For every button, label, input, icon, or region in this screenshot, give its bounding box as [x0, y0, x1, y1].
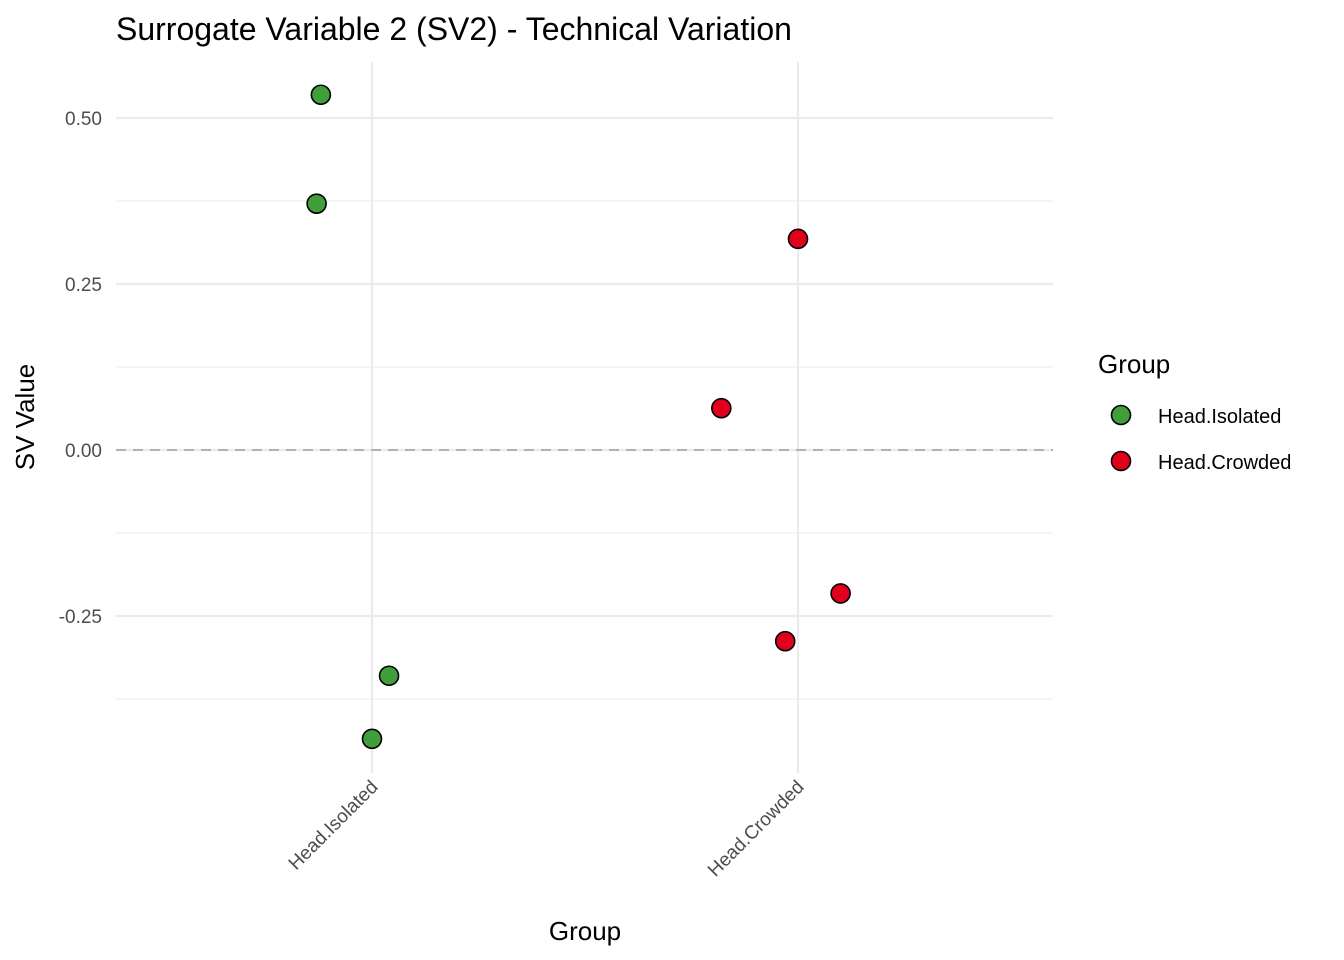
legend-label: Head.Isolated: [1158, 406, 1281, 428]
grid-lines: [116, 62, 1053, 773]
data-point: [310, 84, 332, 106]
y-tick-label: 0.25: [65, 275, 102, 296]
legend-key: [1110, 404, 1132, 426]
data-point: [787, 228, 809, 250]
chart-title: Surrogate Variable 2 (SV2) - Technical V…: [116, 11, 792, 47]
y-axis-ticks: -0.25 0.00 0.25 0.50: [59, 109, 102, 628]
y-tick-label: 0.50: [65, 109, 102, 130]
legend-title: Group: [1098, 349, 1170, 379]
y-axis-title: SV Value: [10, 364, 40, 470]
data-points: [306, 84, 851, 750]
x-axis-title: Group: [549, 916, 621, 946]
data-point: [830, 583, 851, 604]
data-point: [306, 193, 327, 214]
x-tick-label: Head.Crowded: [704, 777, 808, 881]
y-tick-label: -0.25: [59, 607, 102, 628]
y-tick-label: 0.00: [65, 441, 102, 462]
data-point: [711, 397, 732, 419]
legend-label: Head.Crowded: [1158, 452, 1291, 474]
data-point: [774, 630, 796, 652]
x-tick-label: Head.Isolated: [285, 777, 383, 875]
data-point: [361, 728, 383, 750]
x-axis-ticks: Head.Isolated Head.Crowded: [285, 777, 809, 881]
legend-key: [1110, 450, 1132, 472]
legend: Group Head.Isolated Head.Crowded: [1098, 349, 1291, 474]
data-point: [378, 665, 400, 687]
